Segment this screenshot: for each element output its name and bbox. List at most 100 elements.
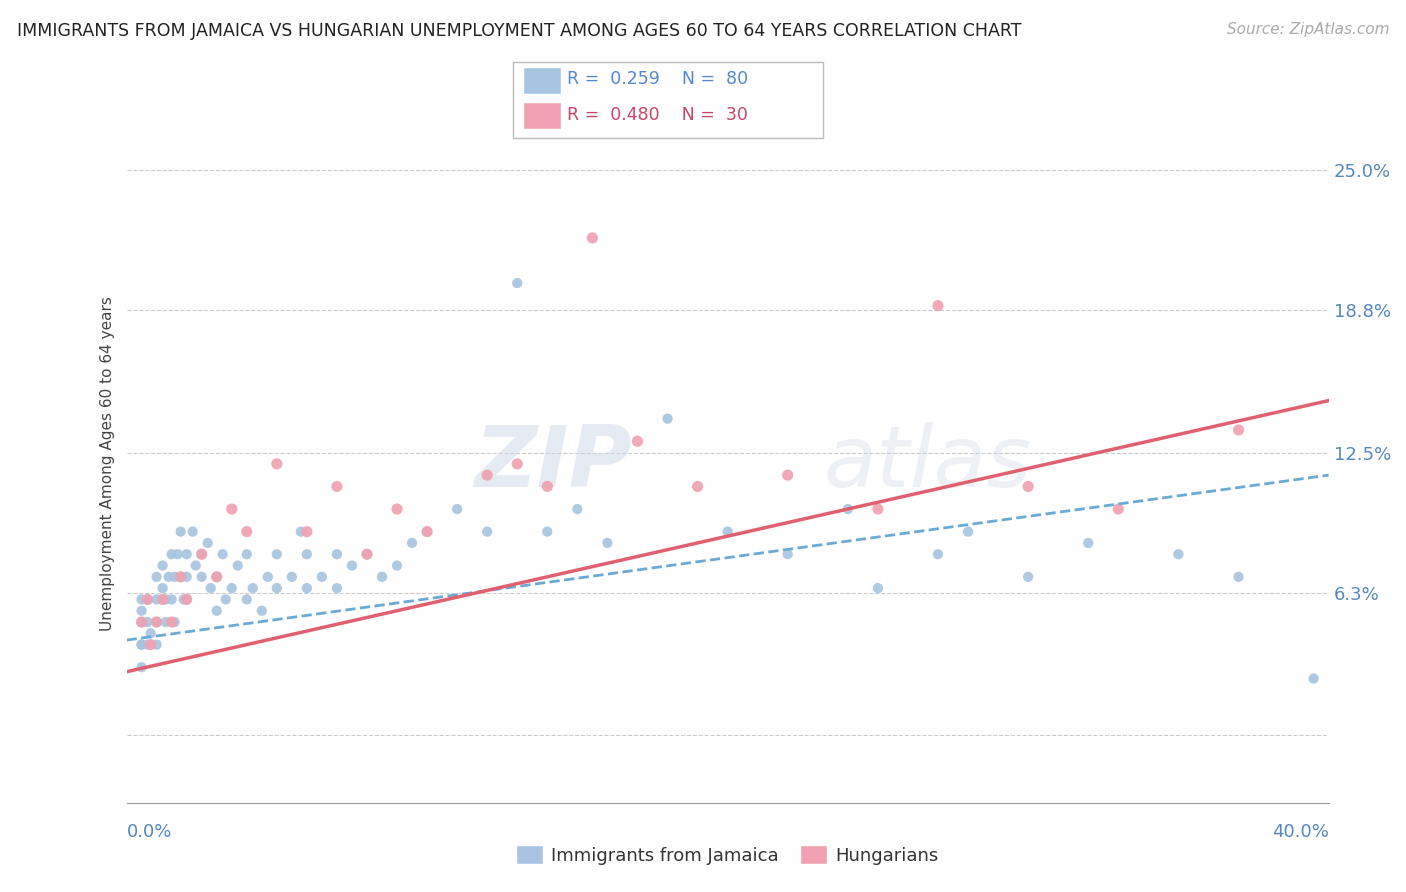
Point <box>152 592 174 607</box>
Legend: Immigrants from Jamaica, Hungarians: Immigrants from Jamaica, Hungarians <box>510 838 945 871</box>
Point <box>475 468 498 483</box>
Point <box>1017 479 1039 493</box>
Text: IMMIGRANTS FROM JAMAICA VS HUNGARIAN UNEMPLOYMENT AMONG AGES 60 TO 64 YEARS CORR: IMMIGRANTS FROM JAMAICA VS HUNGARIAN UNE… <box>17 22 1021 40</box>
Point <box>686 479 709 493</box>
Point <box>173 592 195 607</box>
Point <box>145 570 167 584</box>
Point <box>131 592 153 607</box>
Text: 40.0%: 40.0% <box>1272 822 1329 840</box>
Point <box>221 581 243 595</box>
Point <box>326 479 349 493</box>
Point <box>131 615 153 629</box>
Point <box>131 604 153 618</box>
Point <box>401 536 423 550</box>
Text: Source: ZipAtlas.com: Source: ZipAtlas.com <box>1226 22 1389 37</box>
Point <box>475 524 498 539</box>
Point <box>136 592 159 607</box>
Point <box>155 592 177 607</box>
Point <box>205 604 228 618</box>
Point <box>163 570 186 584</box>
Point <box>152 558 174 573</box>
Point <box>131 638 153 652</box>
Point <box>567 502 589 516</box>
Point <box>416 524 439 539</box>
Point <box>295 547 318 561</box>
Point <box>866 502 889 516</box>
Point <box>311 570 333 584</box>
Point <box>169 524 191 539</box>
Point <box>190 547 212 561</box>
Point <box>281 570 304 584</box>
Point <box>326 581 349 595</box>
Point <box>326 547 349 561</box>
Point <box>139 638 162 652</box>
Point <box>235 524 259 539</box>
Point <box>145 615 167 629</box>
Point <box>1107 502 1129 516</box>
Point <box>242 581 264 595</box>
Point <box>136 638 159 652</box>
Point <box>1017 570 1039 584</box>
Point <box>139 626 162 640</box>
Point <box>169 570 191 584</box>
Point <box>256 570 278 584</box>
Point <box>190 570 212 584</box>
Point <box>776 547 799 561</box>
Point <box>290 524 312 539</box>
Point <box>145 638 167 652</box>
Point <box>235 592 259 607</box>
Point <box>356 547 378 561</box>
Point <box>131 638 153 652</box>
Point <box>157 570 180 584</box>
Text: ZIP: ZIP <box>474 422 631 506</box>
Point <box>176 592 198 607</box>
Point <box>626 434 648 449</box>
Point <box>145 592 167 607</box>
Point <box>200 581 222 595</box>
Point <box>250 604 273 618</box>
Point <box>155 615 177 629</box>
Point <box>160 547 183 561</box>
Point <box>506 276 529 290</box>
Point <box>340 558 363 573</box>
Point <box>506 457 529 471</box>
Point <box>197 536 219 550</box>
Point <box>163 615 186 629</box>
Point <box>596 536 619 550</box>
Text: R =  0.259    N =  80: R = 0.259 N = 80 <box>567 70 748 88</box>
Point <box>776 468 799 483</box>
Text: R =  0.480    N =  30: R = 0.480 N = 30 <box>567 106 748 124</box>
Point <box>385 502 408 516</box>
Point <box>837 502 859 516</box>
Point <box>211 547 233 561</box>
Point <box>152 581 174 595</box>
Point <box>169 570 191 584</box>
Point <box>356 547 378 561</box>
Point <box>1227 423 1250 437</box>
Point <box>221 502 243 516</box>
Point <box>1227 570 1250 584</box>
Point <box>136 592 159 607</box>
Point <box>131 660 153 674</box>
Point <box>1167 547 1189 561</box>
Point <box>160 615 183 629</box>
Point <box>205 570 228 584</box>
Point <box>446 502 468 516</box>
Text: 0.0%: 0.0% <box>127 822 172 840</box>
Point <box>136 615 159 629</box>
Point <box>295 581 318 595</box>
Point <box>927 547 949 561</box>
Point <box>416 524 439 539</box>
Text: atlas: atlas <box>824 422 1032 506</box>
Point <box>131 615 153 629</box>
Point <box>166 547 188 561</box>
Point <box>657 411 679 425</box>
Point <box>176 570 198 584</box>
Point <box>145 615 167 629</box>
Point <box>866 581 889 595</box>
Point <box>1302 672 1324 686</box>
Point <box>184 558 207 573</box>
Point <box>266 457 288 471</box>
Point <box>215 592 238 607</box>
Point <box>295 524 318 539</box>
